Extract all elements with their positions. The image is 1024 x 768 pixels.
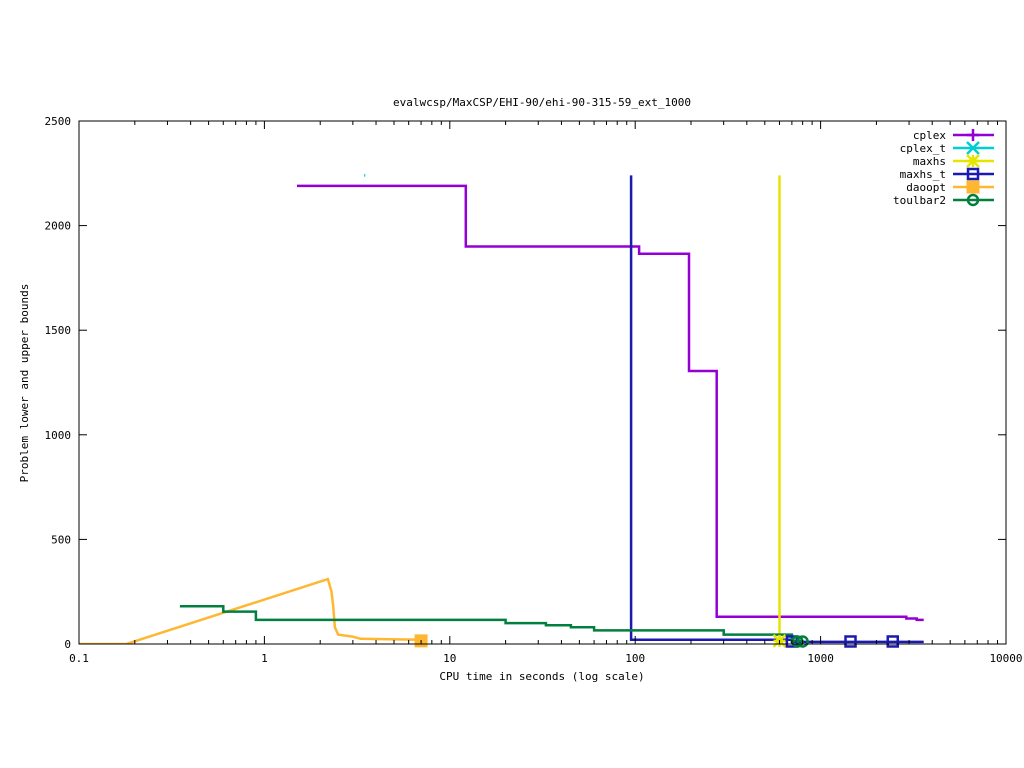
x-tick-label: 1 [261, 652, 268, 665]
legend-marker [966, 193, 980, 207]
legend-marker [967, 129, 979, 141]
y-tick-label: 2500 [45, 115, 72, 128]
legend-label: maxhs [913, 155, 946, 168]
series-line-cplex [297, 184, 924, 622]
legend-marker [966, 180, 980, 194]
legend-label: cplex_t [900, 142, 946, 155]
legend-marker [966, 141, 980, 155]
y-tick-label: 500 [51, 533, 71, 546]
series-layer [79, 174, 924, 644]
legend-label: toulbar2 [893, 194, 946, 207]
legend-marker [966, 154, 980, 168]
series-line-maxhs_t [629, 175, 924, 644]
plot-frame [78, 120, 1007, 645]
tick-layer: 0.1 1 10 100 1000 10000 0 500 1000 1500 2000 2500 [45, 115, 1023, 665]
legend-marker [966, 167, 980, 181]
x-tick-label: 10 [443, 652, 456, 665]
x-tick-label: 1000 [807, 652, 834, 665]
x-tick-label: 10000 [989, 652, 1022, 665]
legend-label: cplex [913, 129, 946, 142]
series-marker-maxhs_t [886, 635, 900, 648]
x-tick-label: 100 [625, 652, 645, 665]
series-marker-maxhs_t [844, 635, 857, 648]
y-tick-label: 1000 [45, 429, 72, 442]
chart-title: evalwcsp/MaxCSP/EHI-90/ehi-90-315-59_ext… [393, 96, 691, 109]
y-axis-label: Problem lower and upper bounds [18, 284, 31, 483]
x-tick-label: 0.1 [69, 652, 89, 665]
y-tick-label: 2000 [45, 220, 72, 233]
y-tick-label: 1500 [45, 324, 72, 337]
series-line-toulbar2 [179, 605, 803, 643]
x-axis-label: CPU time in seconds (log scale) [439, 670, 644, 683]
legend-label: daoopt [906, 181, 946, 194]
y-tick-label: 0 [64, 638, 71, 651]
series-marker-toulbar2 [796, 635, 809, 648]
legend-label: maxhs_t [900, 168, 946, 181]
